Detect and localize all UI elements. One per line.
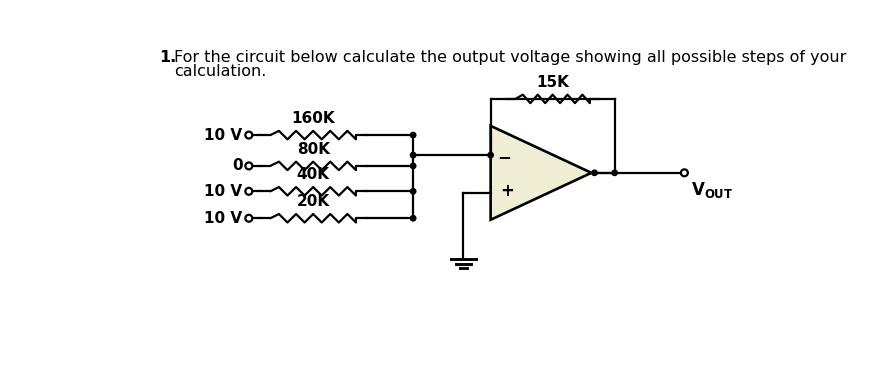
Circle shape bbox=[410, 189, 416, 194]
Text: For the circuit below calculate the output voltage showing all possible steps of: For the circuit below calculate the outp… bbox=[175, 50, 846, 65]
Text: 40K: 40K bbox=[296, 167, 330, 182]
Text: 10 V: 10 V bbox=[205, 211, 243, 226]
Text: +: + bbox=[501, 182, 514, 200]
Text: −: − bbox=[497, 148, 511, 166]
Circle shape bbox=[410, 152, 416, 158]
Circle shape bbox=[410, 216, 416, 221]
Circle shape bbox=[611, 170, 617, 176]
Text: 10 V: 10 V bbox=[205, 184, 243, 199]
Text: $\mathbf{V_{OUT}}$: $\mathbf{V_{OUT}}$ bbox=[690, 180, 732, 200]
Text: 1.: 1. bbox=[159, 50, 176, 65]
Text: calculation.: calculation. bbox=[175, 64, 267, 79]
Circle shape bbox=[487, 152, 493, 158]
Text: 20K: 20K bbox=[296, 194, 330, 209]
Circle shape bbox=[591, 170, 596, 176]
Circle shape bbox=[410, 163, 416, 169]
Polygon shape bbox=[490, 126, 591, 220]
Text: 10 V: 10 V bbox=[205, 128, 243, 142]
Text: 80K: 80K bbox=[296, 142, 330, 157]
Text: 160K: 160K bbox=[291, 111, 335, 126]
Circle shape bbox=[410, 132, 416, 138]
Text: 15K: 15K bbox=[535, 75, 569, 90]
Text: 0: 0 bbox=[232, 158, 243, 173]
